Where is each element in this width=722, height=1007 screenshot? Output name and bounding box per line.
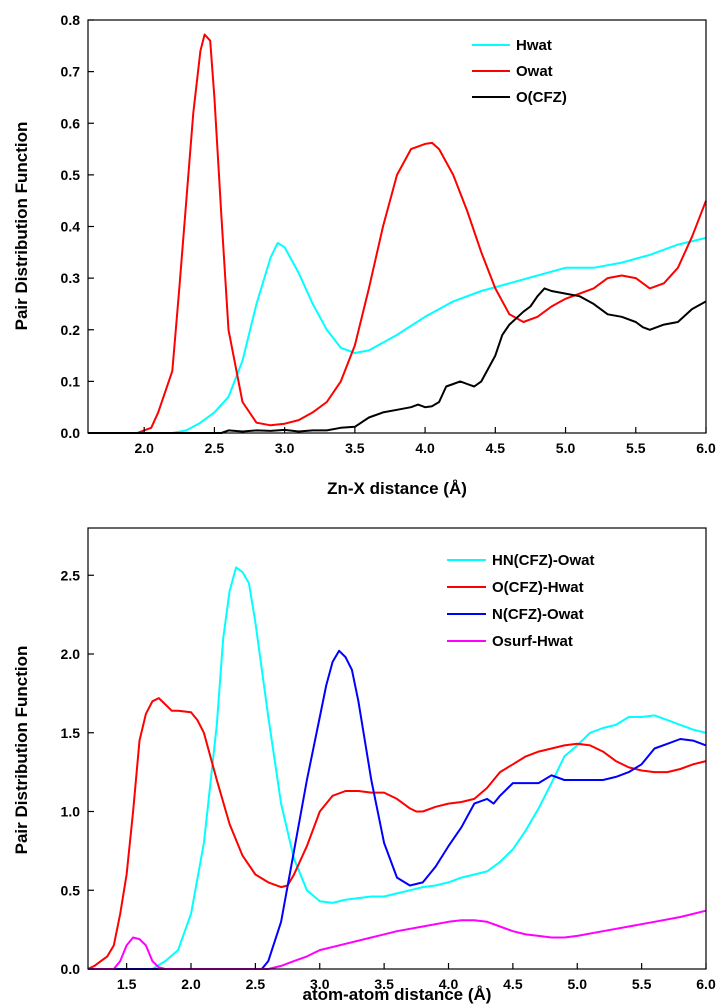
y-tick-label: 0.8 xyxy=(61,12,81,28)
legend-label-ocfz: O(CFZ) xyxy=(516,89,567,106)
x-tick-label: 4.0 xyxy=(439,976,459,992)
x-axis-label: atom-atom distance (Å) xyxy=(303,985,492,1004)
series-line-osurf-hwat xyxy=(88,909,707,970)
x-tick-label: 2.0 xyxy=(181,976,201,992)
y-tick-label: 2.0 xyxy=(61,646,81,662)
x-tick-label: 3.0 xyxy=(275,440,295,456)
series-line-n-cfz-owat xyxy=(88,649,707,970)
x-tick-label: 1.5 xyxy=(117,976,137,992)
y-tick-label: 2.5 xyxy=(61,567,81,583)
x-tick-label: 6.0 xyxy=(696,976,716,992)
y-tick-label: 0.5 xyxy=(61,882,81,898)
legend-label-owat: Owat xyxy=(516,63,553,80)
x-tick-label: 3.5 xyxy=(374,976,394,992)
plot-series-group xyxy=(88,33,707,434)
x-tick-label: 4.0 xyxy=(415,440,435,456)
plot-series-group xyxy=(87,566,707,970)
y-tick-label: 0.4 xyxy=(61,219,81,235)
y-axis-label: Pair Distribution Function xyxy=(12,122,31,331)
legend-label-o-hwat: O(CFZ)-Hwat xyxy=(492,579,584,596)
legend-label-hwat: Hwat xyxy=(516,37,552,54)
legend-label-n-owat: N(CFZ)-Owat xyxy=(492,606,584,623)
x-tick-label: 2.5 xyxy=(205,440,225,456)
x-tick-label: 4.5 xyxy=(486,440,506,456)
series-line-o-cfz-hwat xyxy=(87,697,707,970)
series-line-hwat xyxy=(88,236,707,434)
plot-frame xyxy=(87,19,707,434)
y-tick-label: 0.5 xyxy=(61,167,81,183)
legend-label-osurf-hwat: Osurf-Hwat xyxy=(492,633,573,650)
x-tick-label: 4.5 xyxy=(503,976,523,992)
y-tick-label: 0.7 xyxy=(61,64,81,80)
y-tick-label: 0.1 xyxy=(61,373,81,389)
x-tick-label: 6.0 xyxy=(696,440,716,456)
y-tick-label: 0.3 xyxy=(61,270,81,286)
series-line-o-cfz xyxy=(88,287,707,434)
x-tick-label: 5.5 xyxy=(626,440,646,456)
x-tick-label: 2.0 xyxy=(134,440,154,456)
legend: HN(CFZ)-Owat O(CFZ)-Hwat N(CFZ)-Owat Osu… xyxy=(447,552,594,650)
x-tick-label: 5.0 xyxy=(556,440,576,456)
y-tick-label: 1.5 xyxy=(61,725,81,741)
y-tick-label: 0.2 xyxy=(61,322,81,338)
x-axis-label: Zn-X distance (Å) xyxy=(327,479,467,498)
series-line-hn-cfz-owat xyxy=(88,566,707,970)
chart-zn-x: 2.0 2.5 3.0 3.5 4.0 4.5 5.0 5.5 6.0 0.0 0.1 0.2 0.3 0… xyxy=(12,12,716,498)
x-tick-label: 5.5 xyxy=(632,976,652,992)
legend-label-hn-owat: HN(CFZ)-Owat xyxy=(492,552,594,569)
y-tick-label: 1.0 xyxy=(61,804,81,820)
x-tick-label: 2.5 xyxy=(246,976,266,992)
y-tick-label: 0.0 xyxy=(61,961,81,977)
chart-atom-atom: 1.5 2.0 2.5 3.0 3.5 4.0 4.5 5.0 5.5 6.0 0.0 0.5 1.0 1… xyxy=(12,527,716,1004)
series-line-owat xyxy=(88,33,707,434)
tick-group: 1.5 2.0 2.5 3.0 3.5 4.0 4.5 5.0 5.5 6.0 0.0 0.5 1.0 1… xyxy=(61,567,716,992)
y-tick-label: 0.6 xyxy=(61,115,81,131)
x-tick-label: 3.0 xyxy=(310,976,330,992)
plot-frame xyxy=(87,527,707,970)
x-tick-label: 3.5 xyxy=(345,440,365,456)
y-tick-label: 0.0 xyxy=(61,425,81,441)
x-tick-label: 5.0 xyxy=(568,976,588,992)
y-axis-label: Pair Distribution Function xyxy=(12,646,31,855)
tick-group: 2.0 2.5 3.0 3.5 4.0 4.5 5.0 5.5 6.0 0.0 0.1 0.2 0.3 0… xyxy=(61,12,716,456)
legend: Hwat Owat O(CFZ) xyxy=(472,37,567,106)
